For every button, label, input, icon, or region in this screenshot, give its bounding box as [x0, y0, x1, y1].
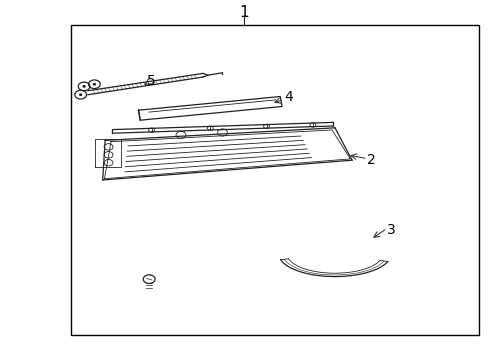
Circle shape [148, 128, 154, 132]
Circle shape [83, 86, 85, 87]
Text: 5: 5 [147, 74, 156, 88]
Bar [71, 25, 478, 335]
Text: 4: 4 [284, 90, 292, 104]
Text: 2: 2 [366, 153, 375, 167]
Circle shape [93, 84, 95, 85]
Circle shape [309, 123, 315, 127]
Circle shape [80, 94, 81, 95]
Text: 3: 3 [386, 224, 395, 237]
Text: 1: 1 [239, 5, 249, 20]
Circle shape [263, 124, 269, 129]
Circle shape [207, 126, 213, 130]
